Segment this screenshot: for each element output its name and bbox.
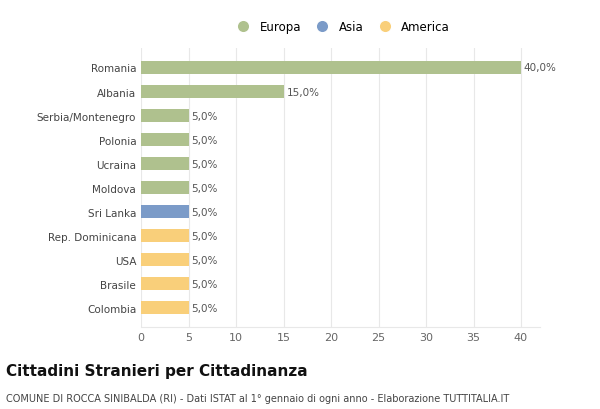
Text: 5,0%: 5,0% [191, 111, 218, 121]
Text: 5,0%: 5,0% [191, 207, 218, 217]
Bar [141, 229, 188, 243]
Bar [141, 182, 188, 195]
Bar [141, 277, 188, 290]
Text: COMUNE DI ROCCA SINIBALDA (RI) - Dati ISTAT al 1° gennaio di ogni anno - Elabora: COMUNE DI ROCCA SINIBALDA (RI) - Dati IS… [6, 393, 509, 403]
Text: 5,0%: 5,0% [191, 159, 218, 169]
Legend: Europa, Asia, America: Europa, Asia, America [226, 16, 455, 38]
Bar [141, 157, 188, 171]
Bar [141, 86, 284, 99]
Bar [141, 110, 188, 123]
Text: 5,0%: 5,0% [191, 231, 218, 241]
Bar [141, 205, 188, 219]
Bar [141, 62, 521, 75]
Text: 5,0%: 5,0% [191, 255, 218, 265]
Text: 5,0%: 5,0% [191, 135, 218, 145]
Bar [141, 301, 188, 315]
Text: 5,0%: 5,0% [191, 183, 218, 193]
Bar [141, 134, 188, 147]
Bar [141, 254, 188, 267]
Text: 40,0%: 40,0% [524, 63, 557, 73]
Text: 15,0%: 15,0% [286, 87, 319, 97]
Text: 5,0%: 5,0% [191, 303, 218, 313]
Text: Cittadini Stranieri per Cittadinanza: Cittadini Stranieri per Cittadinanza [6, 363, 308, 378]
Text: 5,0%: 5,0% [191, 279, 218, 289]
